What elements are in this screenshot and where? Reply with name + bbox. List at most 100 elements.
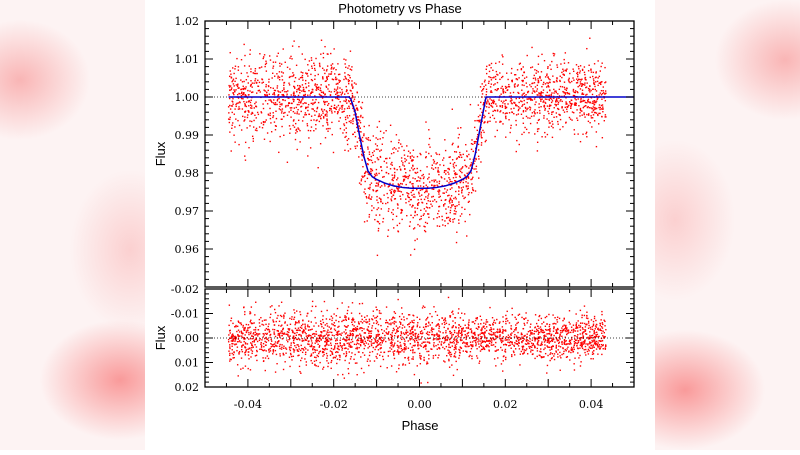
residual-point: [368, 335, 370, 338]
residual-point: [360, 338, 363, 341]
residual-point: [232, 338, 235, 341]
data-point: [378, 222, 381, 225]
residual-point: [412, 344, 415, 347]
data-point: [270, 86, 272, 89]
data-point: [238, 124, 241, 127]
data-point: [599, 92, 601, 94]
residual-point: [364, 338, 366, 340]
residual-point: [567, 346, 569, 348]
data-point: [526, 101, 528, 104]
residual-point: [280, 325, 282, 327]
residual-point: [304, 323, 306, 325]
residual-point: [365, 321, 367, 323]
data-point: [470, 164, 472, 166]
residual-point: [476, 318, 478, 320]
residual-point: [547, 333, 549, 335]
data-point: [348, 107, 351, 109]
residual-point: [365, 318, 367, 321]
residual-point: [494, 322, 497, 324]
residual-point: [584, 341, 586, 343]
data-point: [453, 197, 455, 200]
residual-point: [382, 332, 384, 335]
data-point: [311, 91, 314, 93]
residual-point: [307, 349, 309, 351]
residual-point: [259, 348, 261, 350]
data-point: [579, 65, 582, 67]
residual-point: [375, 322, 378, 325]
data-point: [507, 78, 509, 81]
data-point: [231, 127, 233, 129]
data-point: [351, 85, 353, 87]
residual-point: [584, 345, 587, 348]
data-point: [475, 157, 477, 160]
data-point: [577, 75, 579, 78]
data-point: [367, 163, 369, 166]
residual-point: [433, 306, 435, 308]
data-point: [312, 102, 314, 104]
data-point: [254, 78, 257, 80]
residual-point: [250, 319, 252, 322]
residual-point: [376, 321, 379, 323]
data-point: [399, 190, 401, 192]
residual-point: [246, 343, 249, 345]
residual-point: [334, 329, 337, 332]
data-point: [326, 113, 328, 115]
residual-point: [411, 346, 413, 349]
data-point: [402, 164, 404, 166]
residual-point: [385, 331, 387, 334]
residual-point: [373, 342, 375, 344]
data-point: [310, 102, 313, 105]
residual-point: [579, 325, 582, 327]
data-point: [536, 112, 539, 114]
data-point: [465, 143, 467, 146]
data-point: [593, 104, 595, 106]
residual-point: [305, 328, 307, 330]
residual-point: [568, 310, 571, 312]
data-point: [240, 94, 243, 97]
residual-point: [320, 323, 323, 326]
data-point: [436, 153, 438, 156]
residual-point: [343, 325, 346, 327]
data-point: [584, 116, 586, 118]
residual-point: [533, 337, 536, 340]
data-point: [432, 159, 435, 161]
residual-point: [407, 334, 409, 337]
data-point: [601, 62, 603, 64]
residual-point: [428, 337, 431, 340]
data-point: [377, 183, 380, 186]
residual-point: [564, 348, 566, 351]
data-point: [579, 101, 582, 103]
residual-point: [446, 334, 448, 337]
residual-point: [431, 322, 434, 324]
data-point: [421, 202, 424, 204]
residual-point: [466, 351, 468, 354]
residual-point: [264, 344, 267, 346]
residual-point: [531, 339, 534, 341]
residual-point: [359, 343, 362, 346]
residual-point: [559, 334, 561, 336]
data-point: [336, 88, 339, 90]
residual-point: [368, 364, 370, 367]
residual-point: [390, 365, 393, 367]
residual-point: [579, 322, 582, 324]
data-point: [349, 148, 352, 150]
data-point: [235, 105, 237, 108]
data-point: [504, 112, 507, 115]
residual-point: [548, 323, 551, 326]
residual-point: [350, 346, 352, 348]
residual-point: [515, 329, 517, 331]
residual-point: [495, 335, 497, 338]
data-point: [474, 190, 477, 192]
data-point: [540, 95, 543, 97]
data-point: [352, 122, 354, 125]
residual-point: [566, 343, 568, 345]
data-point: [369, 186, 371, 189]
data-point: [256, 72, 258, 75]
residual-point: [559, 335, 561, 338]
data-point: [263, 138, 266, 140]
data-point: [504, 107, 507, 110]
data-point: [387, 186, 390, 188]
data-point: [292, 120, 295, 122]
residual-point: [331, 331, 333, 334]
data-point: [246, 116, 249, 119]
